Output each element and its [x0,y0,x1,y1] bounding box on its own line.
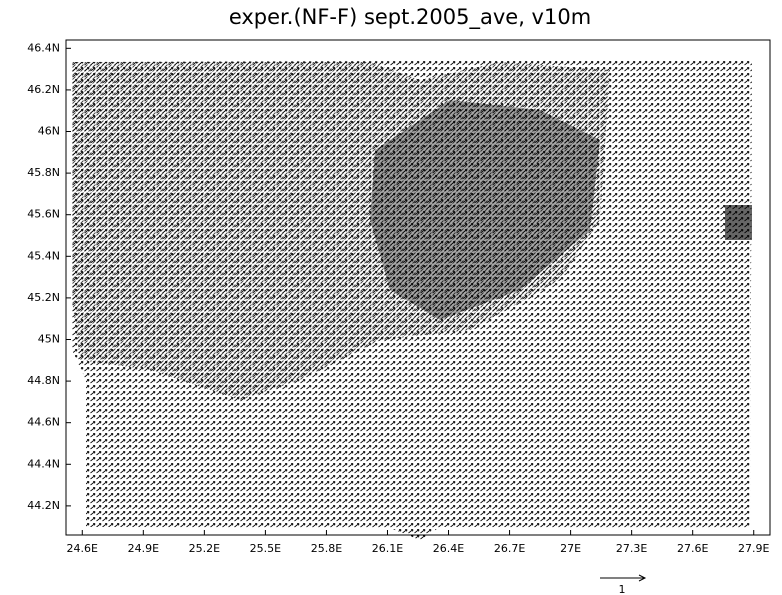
x-tick-label: 26.4E [433,542,464,555]
y-tick-label: 45.8N [27,166,60,179]
x-tick-label: 25.8E [311,542,342,555]
x-tick-label: 24.6E [67,542,98,555]
y-tick-label: 45.6N [27,208,60,221]
y-tick-label: 46N [38,125,60,138]
y-tick-label: 46.2N [27,83,60,96]
x-tick-label: 27E [560,542,581,555]
reference-arrowhead [638,574,647,582]
y-tick-label: 44.2N [27,499,60,512]
x-tick-label: 27.3E [616,542,647,555]
y-tick-label: 45.2N [27,291,60,304]
y-tick-label: 46.4N [27,41,60,54]
x-tick-label: 25.2E [189,542,220,555]
plot-frame [65,39,771,536]
vector-field [72,60,752,540]
x-tick-label: 24.9E [128,542,159,555]
reference-label: 1 [619,583,626,595]
y-tick-label: 44.6N [27,416,60,429]
x-tick-label: 26.1E [372,542,403,555]
x-tick-label: 26.7E [494,542,525,555]
y-tick-label: 44.8N [27,374,60,387]
x-tick-label: 27.9E [738,542,769,555]
chart-title: exper.(NF-F) sept.2005_ave, v10m [229,5,591,30]
y-tick-label: 45N [38,332,60,345]
y-tick-label: 44.4N [27,457,60,470]
x-tick-label: 25.5E [250,542,281,555]
y-tick-label: 45.4N [27,249,60,262]
x-tick-label: 27.6E [677,542,708,555]
